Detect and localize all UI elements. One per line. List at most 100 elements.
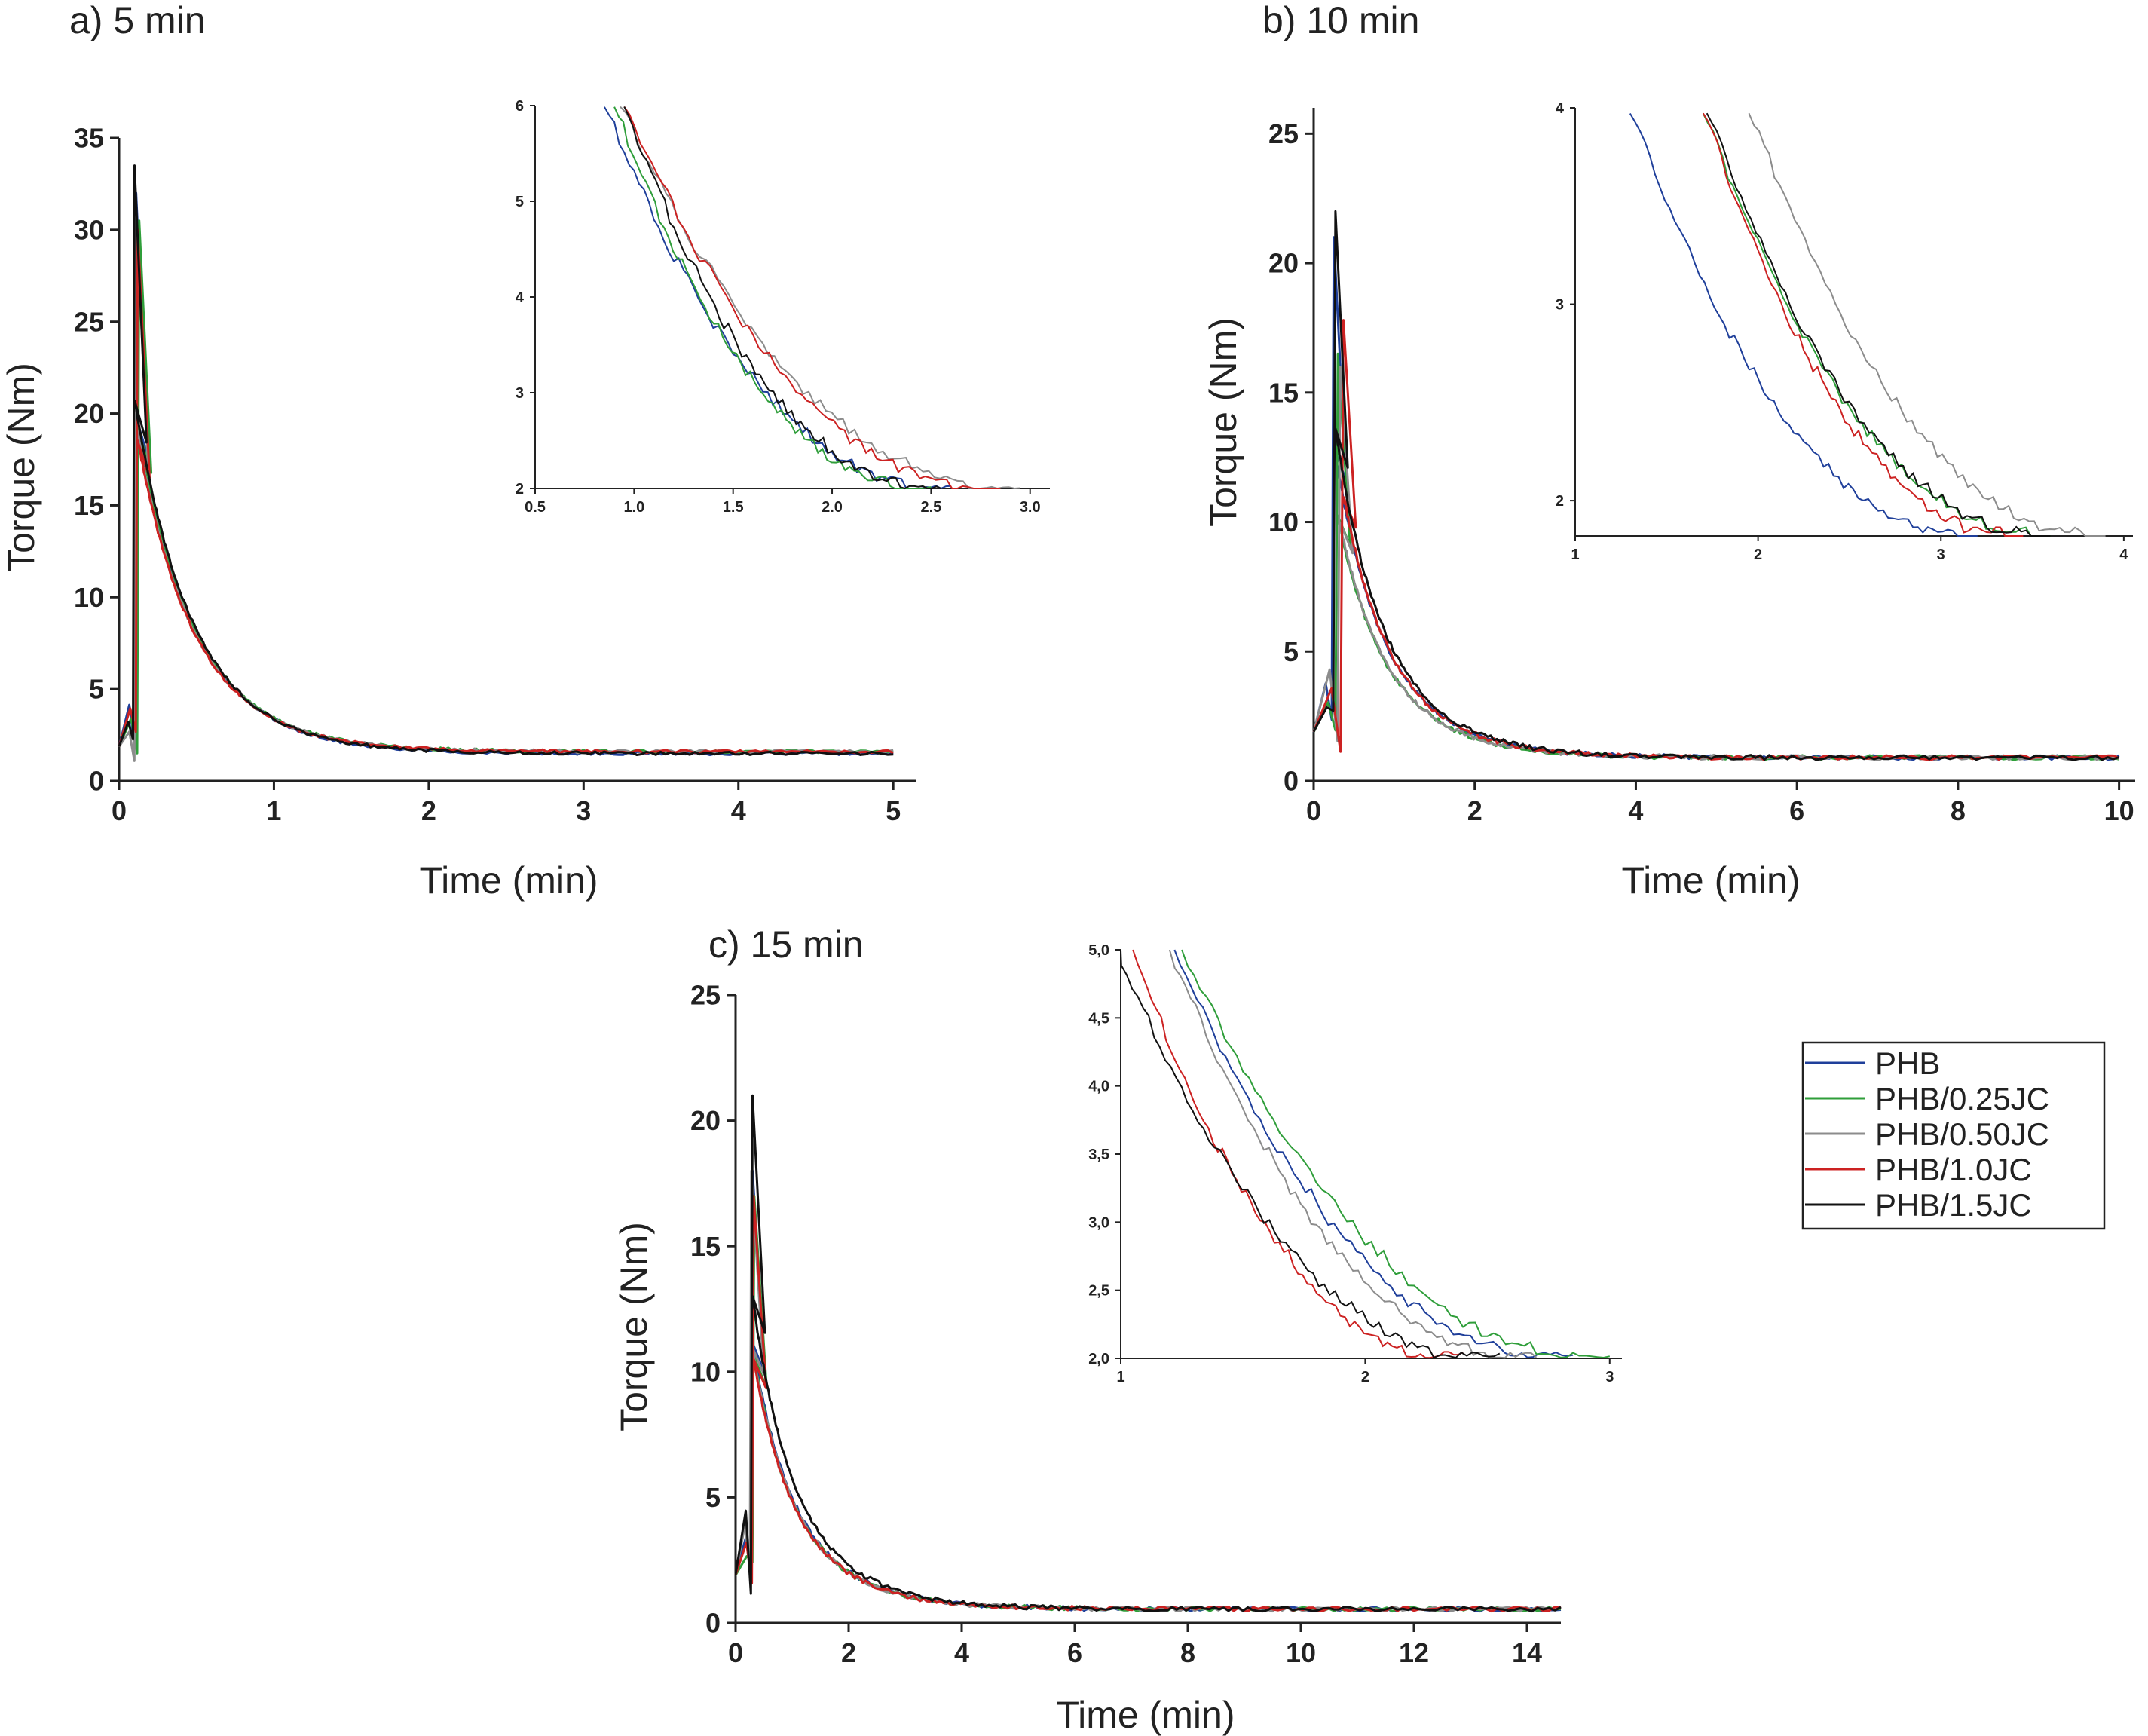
panel-c-y-tick-label: 15	[690, 1231, 721, 1262]
panel-b-inset-y-tick-label: 3	[1556, 297, 1564, 314]
panel-a-inset-x-tick-label: 2.5	[920, 499, 941, 516]
panel-c-inset-y-tick-label: 3,5	[1088, 1147, 1109, 1163]
panel-a-x-tick-label: 2	[421, 795, 436, 826]
panel-b-y-tick-label: 10	[1268, 507, 1299, 537]
legend-label-phb-15jc: PHB/1.5JC	[1875, 1187, 2032, 1223]
panel-a-series-phb-1-5jc	[118, 164, 894, 756]
panel-b-x-tick-label: 6	[1789, 795, 1804, 826]
panel-c-x-tick-label: 12	[1399, 1637, 1429, 1668]
legend-label-phb-050jc: PHB/0.50JC	[1875, 1116, 2049, 1152]
panel-c-series-phb-0-50jc	[734, 1169, 1562, 1613]
panel-b-y-tick-label: 20	[1268, 248, 1299, 279]
panel-b-inset-series-phb-1-5jc	[1706, 112, 2051, 537]
panel-a-inset-series-phb-0-50jc	[620, 106, 1020, 490]
legend-box	[1801, 1041, 2106, 1230]
panel-b-x-tick-label: 2	[1467, 795, 1482, 826]
panel-a-y-tick-label: 15	[74, 490, 104, 521]
panel-b-series-phb-1-0jc	[1312, 319, 2120, 761]
panel-c-x-tick-label: 0	[728, 1637, 743, 1668]
panel-b-inset-plot: 1 2 3 4 2 3 4	[1556, 100, 2133, 563]
panel-b-xlabel: Time (min)	[1621, 859, 1800, 902]
panel-a-inset-series-phb-1-5jc	[623, 106, 941, 490]
panel-b-y-tick-label: 5	[1284, 636, 1299, 667]
panel-a-series-phb-0-50jc	[118, 210, 894, 762]
panel-a-inset-series-phb-0-25jc	[613, 106, 932, 489]
panel-b-y-tick-label: 25	[1268, 118, 1299, 149]
panel-b-main-plot: 0 2 4 6 8 10 0 5 10 15 20 25	[1268, 108, 2135, 826]
panel-c-x-tick-label: 4	[954, 1637, 969, 1668]
panel-b-inset-x-tick-label: 2	[1754, 547, 1762, 563]
panel-c-inset-y-tick-label: 5,0	[1088, 942, 1109, 959]
panel-a-inset-y-tick-label: 3	[516, 385, 524, 402]
panel-b-x-tick-label: 0	[1306, 795, 1321, 826]
panel-a-inset-x-tick-label: 1.0	[623, 499, 644, 516]
panel-a-inset-x-tick-label: 3.0	[1020, 499, 1041, 516]
panel-a-y-tick-label: 5	[89, 674, 104, 705]
panel-b-inset-x-tick-label: 1	[1571, 547, 1579, 563]
panel-c-inset-y-tick-label: 4,0	[1088, 1079, 1109, 1095]
panel-b-x-tick-label: 8	[1951, 795, 1966, 826]
legend: PHB PHB/0.25JC PHB/0.50JC PHB/1.0JC PHB/…	[1801, 1041, 2106, 1230]
panel-c-inset-x-tick-label: 2	[1361, 1369, 1369, 1385]
panel-a-x-tick-label: 4	[731, 795, 746, 826]
panel-c-inset-series-phb-0-50jc	[1168, 949, 1538, 1359]
panel-b-inset-series-phb-1-0jc	[1702, 112, 2024, 537]
panel-a-inset-y-tick-label: 2	[516, 481, 524, 498]
panel-b-inset-series-phb-0-25jc	[1702, 112, 2051, 537]
panel-a-inset-y-tick-label: 5	[516, 194, 524, 210]
legend-label-phb: PHB	[1875, 1046, 1940, 1081]
panel-b-x-tick-label: 10	[2104, 795, 2134, 826]
legend-label-phb-025jc: PHB/0.25JC	[1875, 1081, 2049, 1116]
panel-a-inset-x-tick-label: 2.0	[822, 499, 843, 516]
panel-b-title: b) 10 min	[1262, 0, 1419, 41]
panel-b-inset-series-phb	[1629, 112, 1978, 537]
panel-a-inset-x-tick-label: 1.5	[723, 499, 744, 516]
panel-a-x-tick-label: 3	[576, 795, 591, 826]
panel-c-inset-y-tick-label: 3,0	[1088, 1214, 1109, 1231]
panel-a-inset-series-phb	[604, 106, 951, 490]
panel-b-inset-x-tick-label: 3	[1937, 547, 1945, 563]
panel-a-inset-plot: 0.5 1.0 1.5 2.0 2.5 3.0 2 3 4 5 6	[516, 98, 1050, 516]
panel-b-x-tick-label: 4	[1628, 795, 1643, 826]
panel-a-ylabel: Torque (Nm)	[0, 363, 42, 572]
panel-c-inset-series-phb-1-5jc	[1120, 949, 1501, 1359]
panel-c-inset-series-phb-0-25jc	[1181, 949, 1611, 1359]
panel-c-inset-plot: 1 2 3 2,0 2,5 3,0 3,5 4,0 4,5 5,0	[1088, 942, 1622, 1385]
panel-b-series-phb-1-5jc	[1312, 210, 2120, 761]
panel-c-series-phb	[734, 1169, 1562, 1613]
panel-b-y-tick-label: 15	[1268, 377, 1299, 408]
panel-b-series-phb-0-25jc	[1312, 352, 2119, 761]
panel-c-inset-y-tick-label: 4,5	[1088, 1010, 1109, 1027]
panel-c-y-tick-label: 10	[690, 1356, 721, 1387]
panel-b-inset-series-phb-0-50jc	[1748, 112, 2106, 537]
panel-c-y-tick-label: 20	[690, 1105, 721, 1136]
panel-a-y-tick-label: 0	[89, 766, 104, 797]
panel-a-series-phb-1-0jc	[118, 228, 894, 755]
panel-c-series-phb-1-0jc	[734, 1195, 1562, 1613]
panel-c-x-tick-label: 2	[841, 1637, 856, 1668]
panel-c-x-tick-label: 10	[1286, 1637, 1316, 1668]
panel-a-y-tick-label: 25	[74, 306, 104, 337]
panel-a-series-phb	[118, 191, 894, 757]
panel-c-series-phb-1-5jc	[734, 1094, 1562, 1613]
panel-c-inset-y-tick-label: 2,0	[1088, 1351, 1109, 1367]
panel-b-y-tick-label: 0	[1284, 766, 1299, 797]
panel-a-y-tick-label: 35	[74, 123, 104, 154]
panel-c-ylabel: Torque (Nm)	[613, 1222, 655, 1431]
legend-label-phb-10jc: PHB/1.0JC	[1875, 1152, 2032, 1187]
panel-a-y-tick-label: 20	[74, 398, 104, 429]
panel-c-y-tick-label: 5	[705, 1482, 721, 1513]
panel-a-inset-series-phb-1-0jc	[623, 106, 1001, 489]
panel-c-x-tick-label: 14	[1512, 1637, 1542, 1668]
panel-b-inset-x-tick-label: 4	[2119, 547, 2128, 563]
panel-c-x-tick-label: 6	[1067, 1637, 1082, 1668]
panel-c-inset-y-tick-label: 2,5	[1088, 1283, 1109, 1300]
panel-a-inset-y-tick-label: 4	[516, 289, 525, 306]
panel-b-series-phb	[1312, 236, 2120, 761]
panel-c-y-tick-label: 0	[705, 1608, 721, 1639]
panel-a-inset-x-tick-label: 0.5	[525, 499, 546, 516]
panel-b-inset-y-tick-label: 2	[1556, 493, 1564, 510]
panel-a-y-tick-label: 10	[74, 582, 104, 613]
